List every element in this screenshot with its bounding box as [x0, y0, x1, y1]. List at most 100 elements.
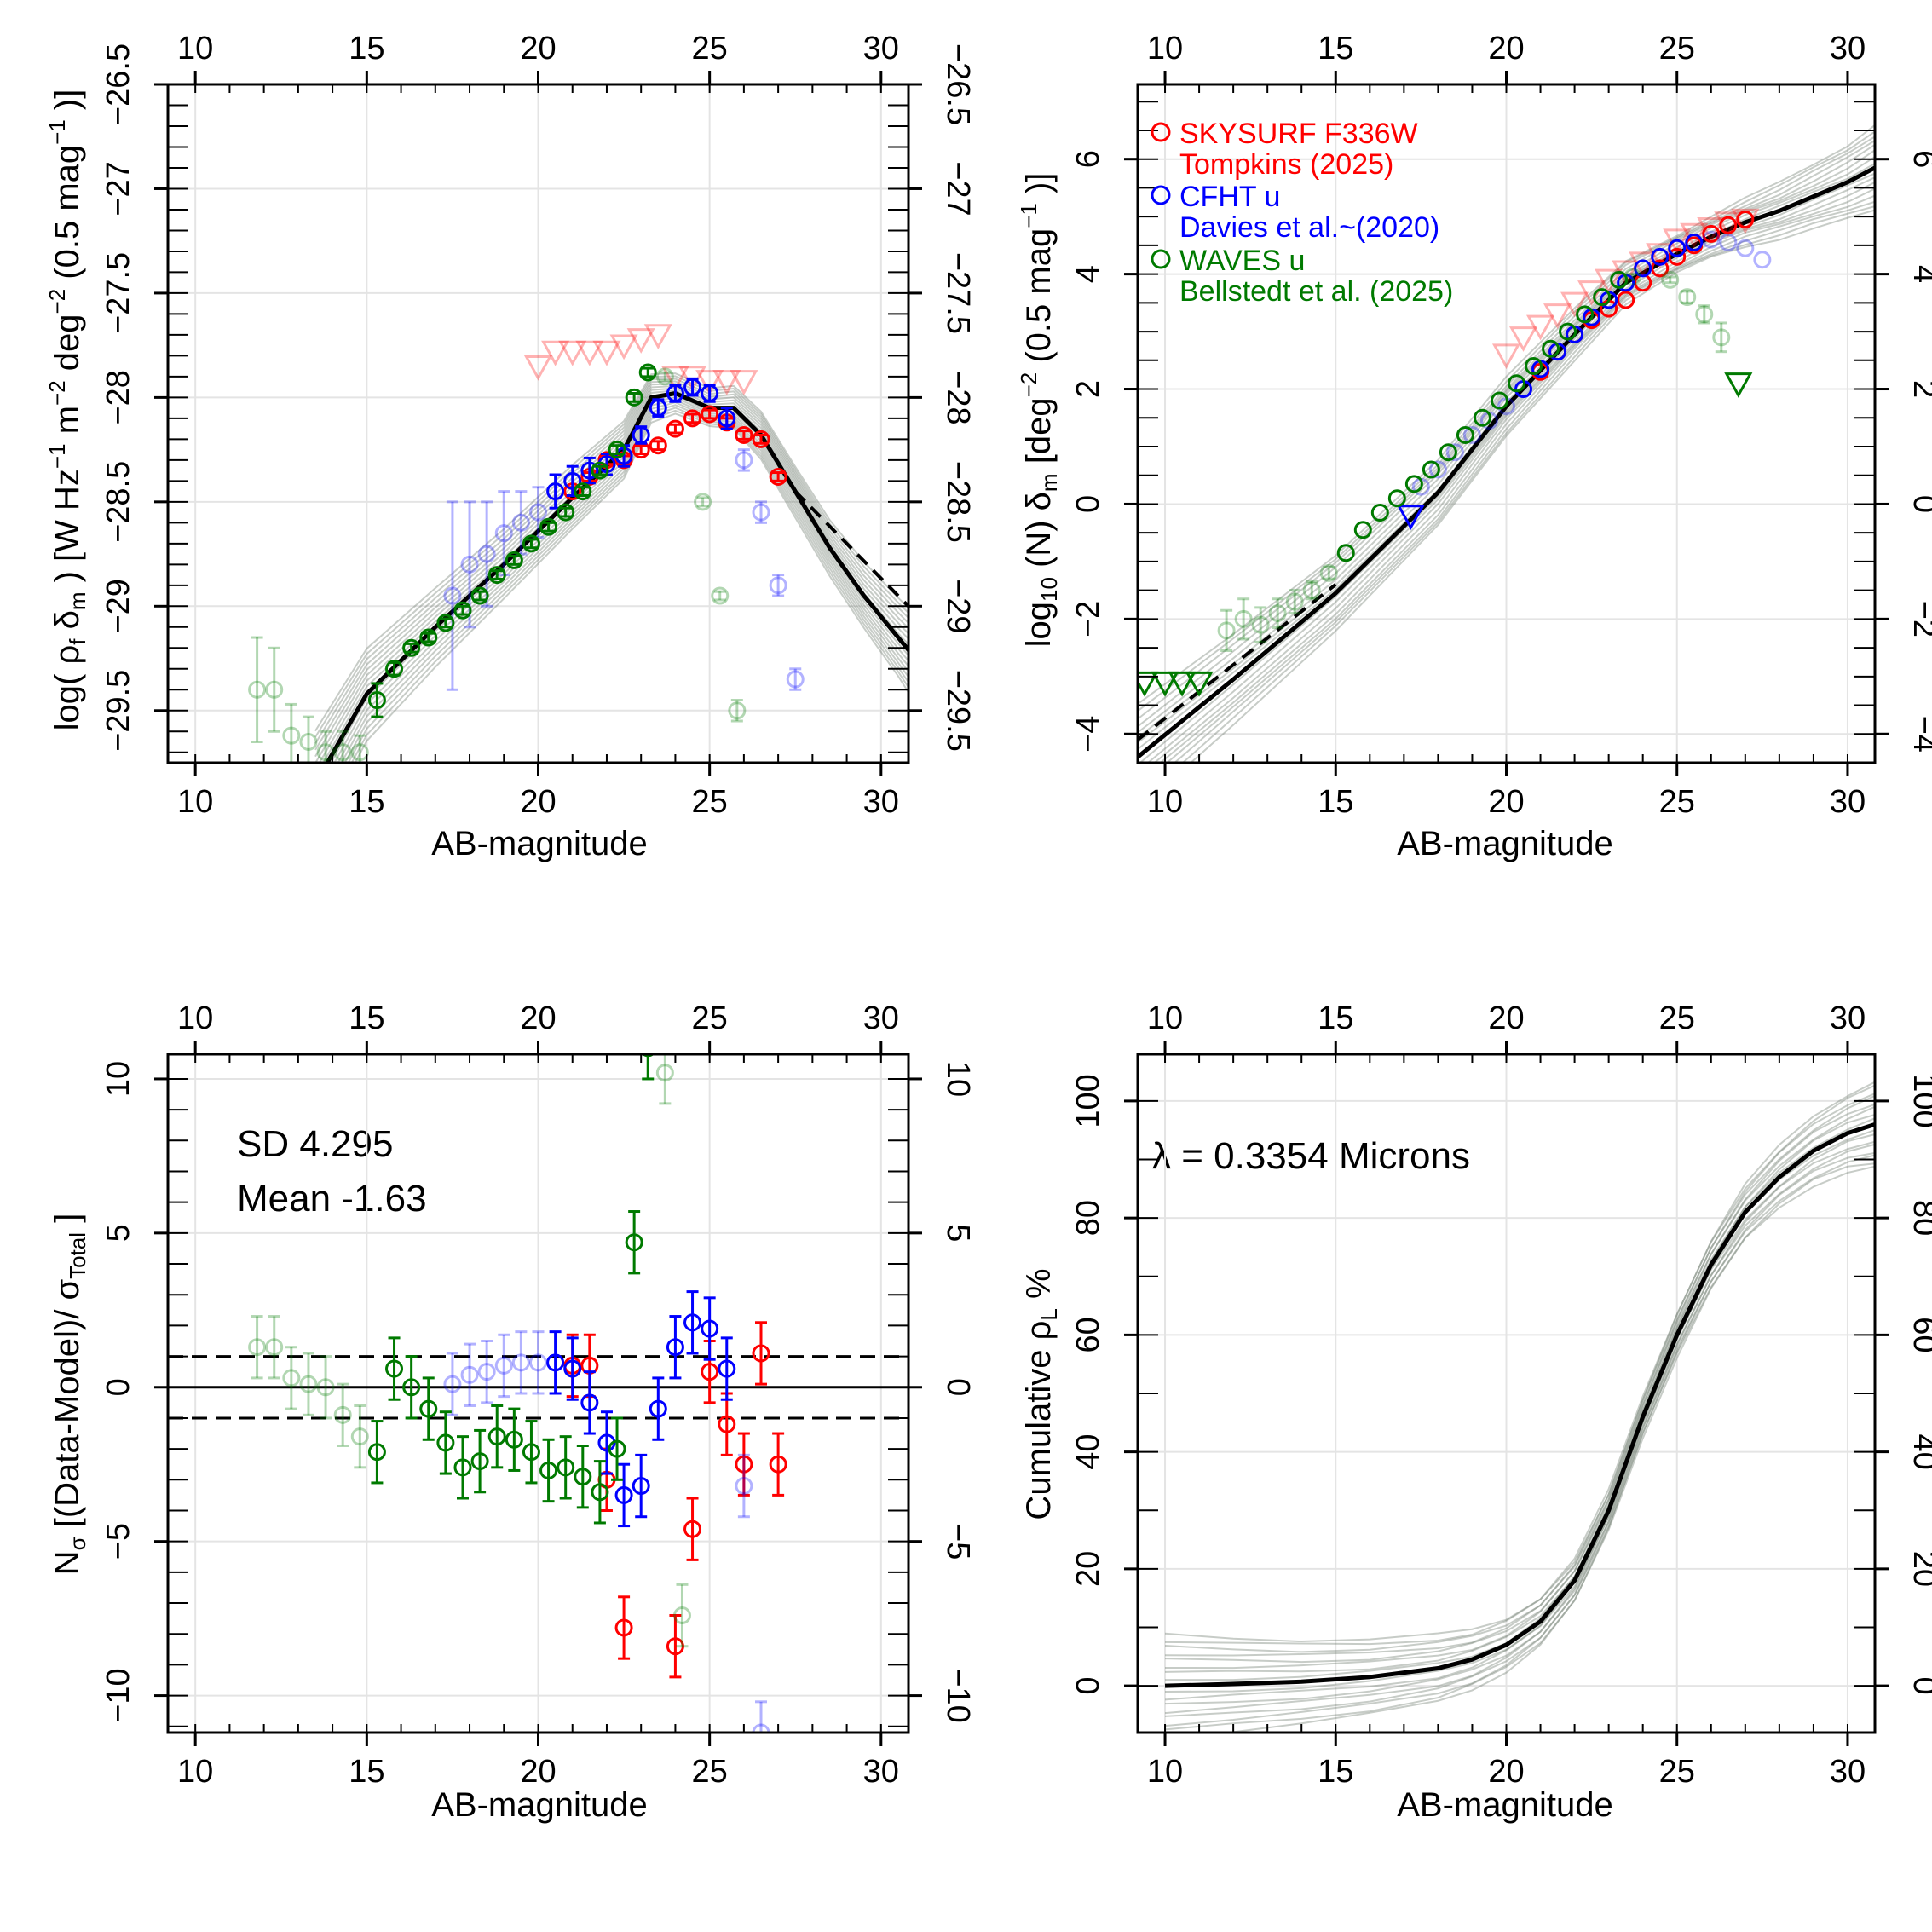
data-point — [649, 399, 667, 418]
x-tick-label: 30 — [863, 1754, 899, 1790]
data-point-upper-limit — [1508, 326, 1538, 352]
x-tick-label: 20 — [1488, 1754, 1524, 1790]
y-tick-label-right: 20 — [1906, 1551, 1932, 1587]
x-tick-label-top: 10 — [1147, 1001, 1183, 1036]
panel-cumulative-mc-curve — [1165, 1103, 1875, 1664]
data-point — [1719, 216, 1738, 234]
panel-counts-mc-curve — [1189, 209, 1875, 763]
y-tick-label-right: 2 — [1906, 380, 1932, 398]
residual-sd-label: SD 4.295 — [237, 1123, 393, 1165]
data-point — [494, 1356, 513, 1375]
panel-cumulative: AB-magnitude Cumulative ρL % λ = 0.3354 … — [1020, 1001, 1932, 1824]
residual-mean-label: Mean -1.63 — [237, 1178, 427, 1220]
y-tick-label-right: 0 — [1906, 495, 1932, 513]
data-point — [557, 1458, 575, 1477]
x-tick-label: 25 — [1659, 1754, 1695, 1790]
data-point — [769, 576, 787, 595]
y-tick-label: −2 — [1070, 601, 1106, 637]
data-point — [385, 1359, 404, 1378]
data-point — [614, 1485, 633, 1504]
data-point — [265, 680, 284, 699]
panel-lumdens-mc-curve — [326, 391, 908, 763]
data-point — [443, 586, 462, 605]
x-tick-label: 20 — [520, 1754, 556, 1790]
panel-cumulative-mc-curve — [1164, 1133, 1875, 1701]
data-point — [385, 660, 404, 678]
data-point — [638, 363, 657, 382]
x-tick-label-top: 25 — [1659, 31, 1695, 66]
data-point-upper-limit — [643, 324, 672, 349]
data-point — [453, 601, 472, 620]
data-point — [1668, 239, 1687, 257]
data-point — [265, 1338, 284, 1357]
y-tick-label: 0 — [1070, 495, 1106, 513]
data-point — [1559, 322, 1577, 341]
data-point — [718, 1415, 736, 1433]
y-tick-label: 20 — [1070, 1551, 1106, 1587]
y-tick-label: −10 — [101, 1668, 136, 1722]
data-point — [1651, 247, 1670, 266]
data-point — [1428, 460, 1447, 479]
y-tick-label: 100 — [1070, 1074, 1106, 1127]
data-point — [1617, 291, 1635, 309]
y-tick-label: 0 — [1070, 1677, 1106, 1695]
y-tick-label: −4 — [1070, 716, 1106, 753]
data-point — [1336, 544, 1355, 562]
data-point-upper-limit — [1151, 671, 1179, 697]
data-point — [402, 638, 421, 657]
y-tick-label: −28.5 — [101, 461, 136, 543]
x-tick-label-top: 20 — [1488, 31, 1524, 66]
data-point — [752, 503, 770, 522]
y-tick-label-right: 40 — [1906, 1433, 1932, 1469]
panel-counts-mc-curve — [1146, 176, 1875, 763]
legend-marker-waves — [1151, 249, 1171, 269]
data-point — [591, 1483, 609, 1502]
data-point — [701, 405, 719, 424]
y-tick-label: 0 — [101, 1378, 136, 1396]
panel-cumulative-mc-curve — [1165, 1117, 1875, 1681]
data-point — [470, 1452, 489, 1471]
data-point-upper-limit — [575, 340, 604, 366]
y-tick-label-right: −27 — [940, 161, 976, 216]
data-point — [470, 586, 489, 605]
panel-cumulative-ylabel: Cumulative ρL % — [1020, 1268, 1062, 1520]
panel-cumulative-mc-curve — [1164, 1162, 1875, 1731]
data-point — [460, 555, 479, 574]
data-point-upper-limit — [1697, 216, 1726, 243]
data-point — [1462, 425, 1481, 444]
data-point — [769, 1455, 787, 1474]
x-tick-label-top: 30 — [1830, 1001, 1866, 1036]
y-tick-label-right: 60 — [1906, 1317, 1932, 1352]
panel-residuals: AB-magnitude Nσ [(Data-Model)/ σTotal ] … — [49, 1001, 976, 1824]
data-point — [248, 680, 267, 699]
data-point-upper-limit — [1663, 228, 1692, 255]
data-point — [632, 1477, 650, 1496]
panel-counts-plot-area — [1138, 124, 1875, 763]
y-tick-label: −29.5 — [101, 670, 136, 752]
y-tick-label-right: 0 — [1906, 1677, 1932, 1695]
data-point — [701, 1363, 719, 1381]
data-point-upper-limit — [1646, 243, 1675, 269]
data-point — [574, 1468, 592, 1486]
x-tick-label-top: 15 — [1318, 31, 1353, 66]
y-tick-label-right: 4 — [1906, 265, 1932, 283]
data-point — [1268, 604, 1287, 623]
x-tick-label: 20 — [1488, 784, 1524, 820]
y-tick-label-right: −27.5 — [940, 252, 976, 334]
data-point-upper-limit — [558, 340, 587, 366]
y-tick-label: 2 — [1070, 380, 1106, 398]
data-point — [1456, 425, 1474, 444]
y-tick-label-right: −29.5 — [940, 670, 976, 752]
data-point — [1525, 357, 1543, 376]
x-tick-label-top: 10 — [1147, 31, 1183, 66]
x-tick-label: 10 — [1147, 1754, 1183, 1790]
data-point — [487, 1427, 506, 1446]
x-tick-label: 10 — [177, 1754, 213, 1790]
x-tick-label: 15 — [1318, 1754, 1353, 1790]
data-point — [718, 409, 736, 428]
panel-counts-ylabel: log10 (N) δm [deg−2 (0.5 mag−1 )] — [1016, 173, 1062, 648]
data-point — [752, 1723, 770, 1733]
data-point-upper-limit — [1595, 268, 1623, 295]
data-point-upper-limit — [1714, 211, 1743, 237]
